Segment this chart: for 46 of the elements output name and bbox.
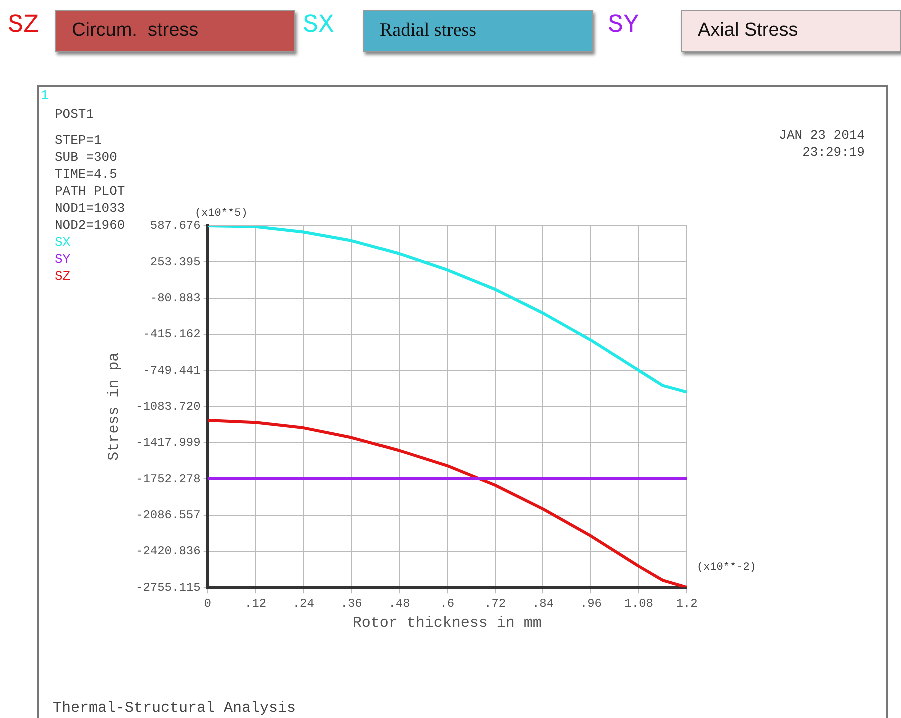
text: 1 [41,88,49,103]
text: (x10**5) [195,208,248,220]
y-tick-label: 253.395 [150,255,201,270]
y-tick-label: -1417.999 [136,436,201,450]
text: NOD2=1960 [55,218,126,233]
y-tick-label: 587.676 [150,219,201,234]
y-tick-label: -749.441 [143,364,201,378]
text: NOD1=1033 [55,201,126,216]
text: JAN 23 2014 [779,128,865,143]
y-tick-label: -415.162 [143,328,201,342]
x-tick-label: .72 [484,596,506,611]
text: SZ [55,268,71,285]
text: POST1 [55,107,94,122]
text: SX [303,10,334,40]
text: SX [55,234,71,251]
text: Thermal-Structural Analysis [53,700,296,717]
y-tick-label: -2420.836 [136,544,201,559]
text: Circum. stress [55,10,295,52]
text: SY [608,10,640,40]
x-tick-label: 0 [204,596,212,611]
y-tick-label: -1752.278 [136,472,201,486]
text: SZ [8,10,40,40]
x-tick-label: .48 [388,596,410,611]
x-tick-label: .84 [532,596,554,611]
text: (x10**-2) [697,562,756,574]
y-tick-label: -2755.115 [136,580,201,595]
x-tick-label: .96 [580,596,602,611]
y-tick-label: -2086.557 [136,508,201,522]
y-tick-label: -1083.720 [136,400,201,414]
x-tick-label: 1.2 [676,596,698,611]
text: STEP=1 [55,133,102,148]
x-tick-label: .12 [244,596,267,611]
text: 23:29:19 [802,145,865,160]
text: Radial stress [363,10,593,52]
x-tick-label: .6 [440,596,455,611]
x-tick-label: 1.08 [624,596,654,611]
y-tick-label: -80.883 [150,291,201,306]
x-tick-label: .36 [340,596,362,611]
text: SY [55,251,71,268]
text: Axial Stress [681,10,901,52]
y-axis-title: Stress in pa [106,352,123,461]
text: SUB =300 [55,150,118,165]
x-tick-label: .24 [292,596,314,611]
text: TIME=4.5 [55,167,118,182]
text: PATH PLOT [55,184,126,199]
x-axis-title: Rotor thickness in mm [352,614,542,632]
